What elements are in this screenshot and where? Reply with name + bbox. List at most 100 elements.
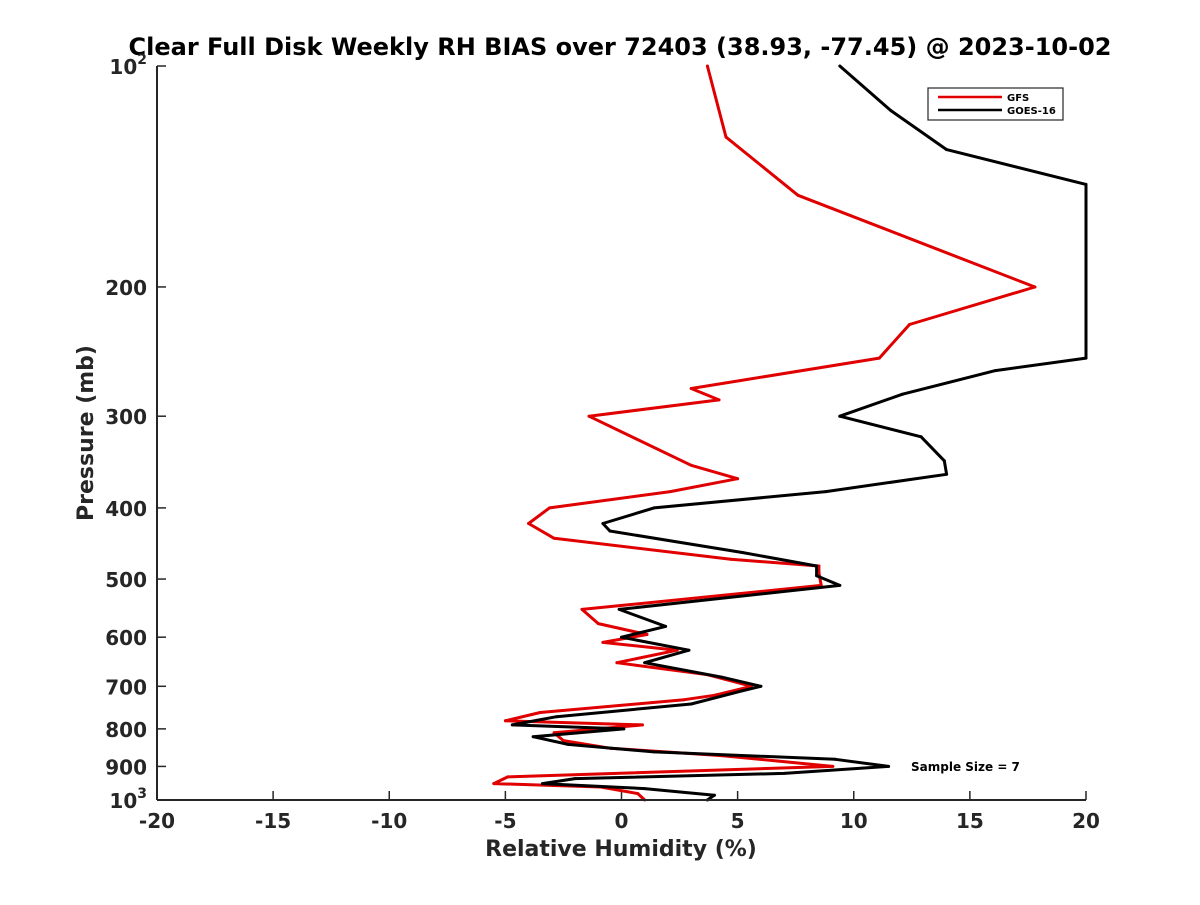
data-point-gfs bbox=[561, 739, 565, 743]
data-point-goes16 bbox=[838, 583, 842, 587]
data-point-goes16 bbox=[652, 506, 656, 510]
x-tick-label: 15 bbox=[956, 809, 984, 833]
data-point-gfs bbox=[729, 557, 733, 561]
data-point-goes16 bbox=[555, 715, 558, 719]
y-tick-label: 700 bbox=[105, 675, 147, 699]
data-point-goes16 bbox=[643, 661, 647, 665]
y-tick-label-base: 10 bbox=[109, 789, 137, 813]
x-tick-label: 0 bbox=[615, 809, 629, 833]
data-point-goes16 bbox=[942, 459, 946, 463]
data-point-goes16 bbox=[664, 624, 668, 628]
data-point-gfs bbox=[908, 323, 911, 326]
data-point-goes16 bbox=[740, 689, 744, 693]
data-point-gfs bbox=[705, 64, 709, 68]
data-point-goes16 bbox=[608, 529, 612, 533]
data-point-gfs bbox=[640, 723, 644, 727]
data-point-gfs bbox=[796, 193, 800, 197]
data-point-gfs bbox=[587, 414, 591, 418]
y-tick-label: 800 bbox=[105, 718, 147, 742]
data-point-goes16 bbox=[740, 551, 744, 554]
data-point-goes16 bbox=[782, 771, 786, 775]
y-tick-label-exponent: 3 bbox=[137, 786, 147, 802]
y-tick-label: 400 bbox=[105, 497, 147, 521]
data-point-goes16 bbox=[833, 757, 837, 761]
data-point-goes16 bbox=[993, 369, 997, 373]
data-point-goes16 bbox=[687, 648, 691, 652]
data-point-goes16 bbox=[919, 435, 923, 439]
data-point-goes16 bbox=[510, 723, 514, 727]
data-point-goes16 bbox=[838, 414, 842, 418]
x-tick-label: -10 bbox=[371, 809, 407, 833]
x-axis-label: Relative Humidity (%) bbox=[485, 837, 757, 862]
axes bbox=[156, 66, 1086, 801]
y-tick-label: 300 bbox=[105, 405, 147, 429]
data-point-goes16 bbox=[901, 392, 904, 396]
data-point-gfs bbox=[645, 633, 649, 636]
data-point-gfs bbox=[527, 522, 531, 525]
legend-label-goes16: GOES-16 bbox=[1007, 106, 1056, 117]
data-point-goes16 bbox=[945, 472, 949, 476]
data-point-gfs bbox=[817, 571, 821, 575]
y-tick-label: 900 bbox=[105, 755, 147, 779]
legend-box bbox=[927, 87, 1064, 121]
data-point-goes16 bbox=[620, 635, 623, 639]
series-layer bbox=[492, 64, 1088, 802]
data-point-gfs bbox=[601, 640, 605, 644]
data-point-gfs bbox=[492, 782, 496, 786]
data-point-gfs bbox=[831, 764, 835, 768]
x-tick-label: -20 bbox=[139, 809, 175, 833]
data-point-goes16 bbox=[1084, 182, 1088, 186]
data-point-gfs bbox=[736, 477, 740, 481]
data-point-gfs bbox=[552, 536, 556, 540]
x-tick-label: -5 bbox=[494, 809, 516, 833]
x-tick-label: 5 bbox=[731, 809, 745, 833]
x-ticks: -20 -15 -10 -5 0 5 10 15 20 bbox=[139, 791, 1100, 833]
y-tick-label: 600 bbox=[105, 626, 147, 650]
data-point-gfs bbox=[712, 693, 716, 697]
data-point-gfs bbox=[724, 135, 728, 139]
sample-size-annotation: Sample Size = 7 bbox=[911, 760, 1020, 774]
data-point-goes16 bbox=[1084, 356, 1088, 360]
data-point-gfs bbox=[503, 719, 507, 723]
y-tick-label-exponent: 2 bbox=[137, 52, 147, 68]
data-point-goes16 bbox=[838, 64, 842, 68]
data-point-goes16 bbox=[531, 735, 535, 739]
data-point-gfs bbox=[538, 711, 542, 714]
y-axis-label: Pressure (mb) bbox=[74, 345, 99, 521]
data-point-goes16 bbox=[824, 490, 828, 494]
data-point-gfs bbox=[580, 607, 584, 611]
data-point-goes16 bbox=[887, 764, 891, 768]
data-point-goes16 bbox=[622, 727, 626, 731]
x-tick-label: 20 bbox=[1072, 809, 1100, 833]
data-point-gfs bbox=[682, 698, 686, 702]
data-point-gfs bbox=[636, 792, 640, 796]
data-point-goes16 bbox=[689, 702, 693, 706]
data-point-gfs bbox=[668, 490, 672, 494]
legend-label-gfs: GFS bbox=[1007, 93, 1029, 104]
x-tick-label: 10 bbox=[840, 809, 868, 833]
data-point-goes16 bbox=[815, 564, 819, 568]
data-point-gfs bbox=[596, 622, 600, 626]
chart-title: Clear Full Disk Weekly RH BIAS over 7240… bbox=[129, 33, 1112, 61]
y-tick-label: 500 bbox=[105, 568, 147, 592]
data-point-goes16 bbox=[889, 109, 893, 113]
data-point-goes16 bbox=[719, 675, 723, 679]
data-point-goes16 bbox=[945, 148, 949, 152]
data-point-goes16 bbox=[652, 750, 656, 754]
data-point-goes16 bbox=[601, 522, 605, 525]
data-point-gfs bbox=[877, 356, 881, 360]
data-point-goes16 bbox=[541, 782, 544, 786]
data-point-goes16 bbox=[643, 787, 647, 791]
legend: GFS GOES-16 bbox=[927, 87, 1064, 121]
data-point-gfs bbox=[506, 775, 510, 779]
x-tick-label: -15 bbox=[255, 809, 291, 833]
data-point-gfs bbox=[615, 661, 619, 665]
data-point-goes16 bbox=[759, 684, 763, 688]
data-point-gfs bbox=[548, 506, 551, 510]
data-point-gfs bbox=[1033, 285, 1037, 289]
y-tick-label-base: 10 bbox=[109, 55, 137, 79]
series-line-goes16 bbox=[510, 64, 1088, 802]
